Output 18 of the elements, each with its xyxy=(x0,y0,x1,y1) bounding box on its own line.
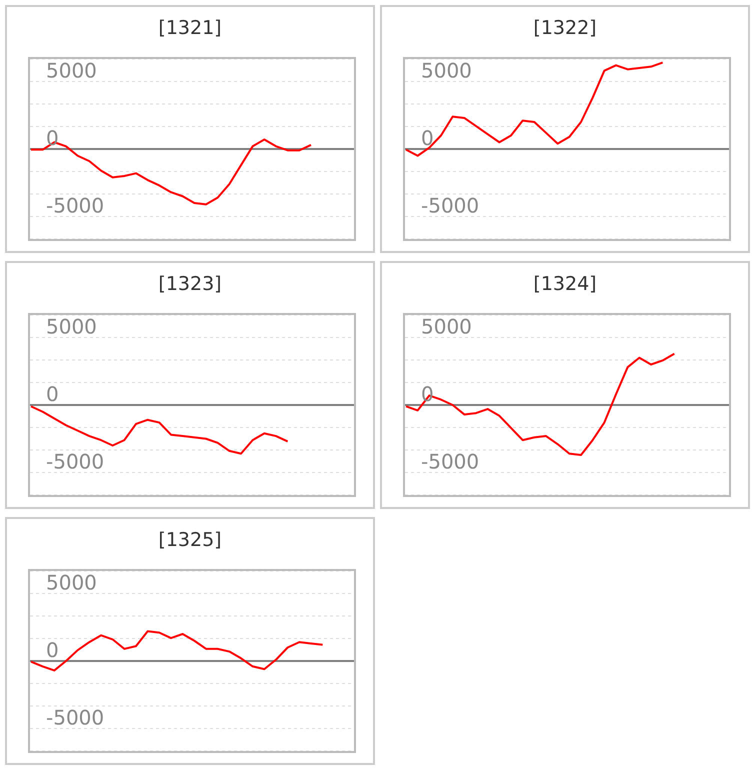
y-tick-label: -5000 xyxy=(46,705,104,730)
y-tick-label: 0 xyxy=(46,638,59,662)
chart-title: [1322] xyxy=(532,17,598,39)
y-tick-label: 5000 xyxy=(46,58,97,83)
chart-title: [1323] xyxy=(157,273,223,295)
y-tick-label: 0 xyxy=(421,126,434,150)
chart-title: [1324] xyxy=(532,273,598,295)
y-tick-label: 5000 xyxy=(421,314,472,339)
chart-title: [1321] xyxy=(157,17,223,39)
chart-title: [1325] xyxy=(157,529,223,551)
y-tick-label: 5000 xyxy=(46,314,97,339)
y-tick-label: 5000 xyxy=(46,570,97,595)
y-tick-label: -5000 xyxy=(46,449,104,474)
y-tick-label: -5000 xyxy=(421,193,480,218)
y-tick-label: 5000 xyxy=(421,58,472,83)
y-tick-label: -5000 xyxy=(46,193,104,218)
y-tick-label: -5000 xyxy=(421,449,480,474)
y-tick-label: 0 xyxy=(46,382,59,406)
